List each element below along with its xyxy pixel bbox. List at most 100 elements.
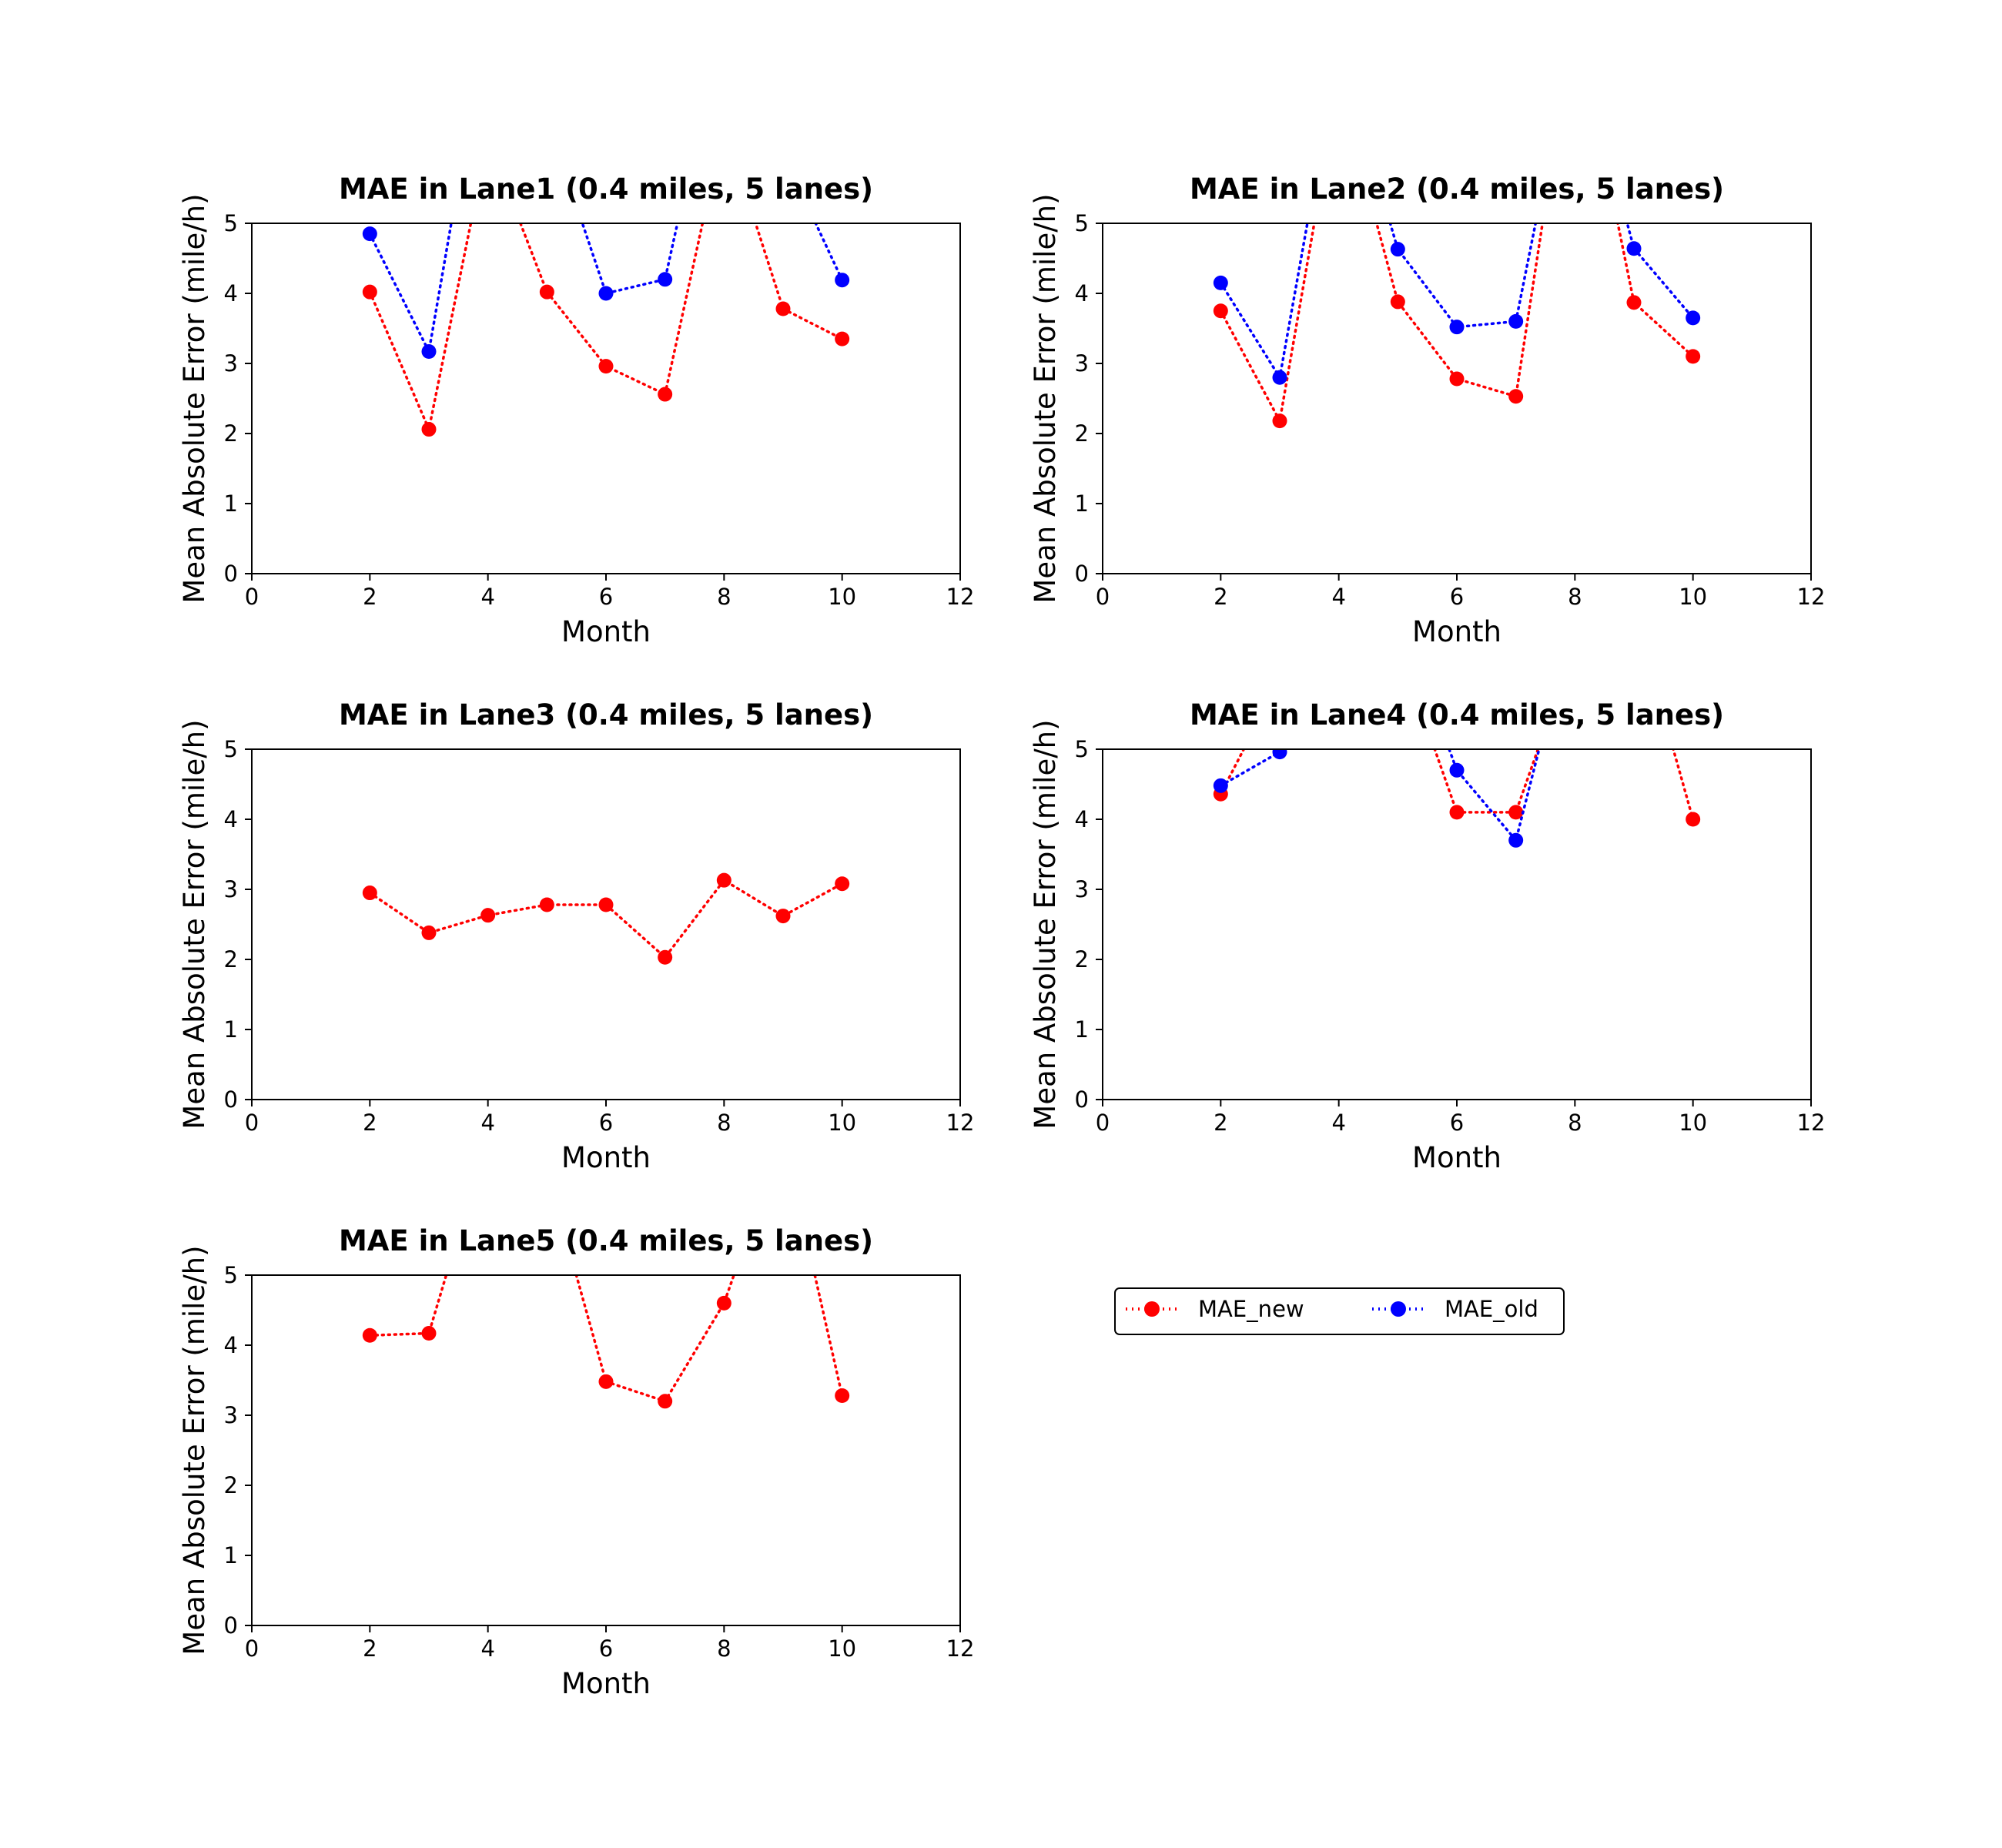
data-point-mae-old [1331, 41, 1346, 55]
x-tick-label: 0 [245, 1110, 259, 1136]
y-tick-label: 5 [1075, 736, 1089, 762]
x-tick-label: 4 [480, 1110, 494, 1136]
x-axis-label: Month [561, 615, 651, 648]
legend-label-mae-new: MAE_new [1198, 1296, 1304, 1322]
data-point-mae-old [1508, 313, 1524, 329]
plot-area [362, 1163, 850, 1409]
y-tick-label: 3 [1075, 876, 1089, 902]
legend-label-mae-old: MAE_old [1445, 1296, 1538, 1322]
data-point-mae-new [1627, 602, 1642, 617]
y-tick-label: 0 [224, 1086, 238, 1113]
x-tick-label: 12 [946, 1635, 975, 1662]
data-point-mae-new [421, 925, 437, 940]
y-tick-label: 4 [224, 806, 238, 832]
axes-frame [251, 223, 961, 574]
data-point-mae-old [598, 286, 614, 301]
y-tick-label: 4 [224, 280, 238, 306]
panel-lane4: MAE in Lane4 (0.4 miles, 5 lanes)0 2 4 6 8 10… [1029, 602, 1826, 1174]
y-tick-label: 1 [224, 490, 238, 517]
data-point-mae-new [1626, 295, 1642, 310]
series-line-mae-new [368, 878, 844, 959]
data-point-mae-new [1568, 6, 1582, 21]
data-point-mae-old [1449, 320, 1465, 335]
y-axis-label: Mean Absolute Error (mile/h) [1029, 719, 1062, 1129]
y-tick-label: 3 [224, 876, 238, 902]
x-axis-label: Month [561, 1141, 651, 1174]
y-tick-label: 3 [1075, 350, 1089, 377]
x-tick-label: 4 [480, 584, 494, 610]
panel-title: MAE in Lane4 (0.4 miles, 5 lanes) [1190, 698, 1724, 732]
y-tick-label: 2 [224, 946, 238, 973]
plot-area [1213, 602, 1701, 848]
panel-lane5: MAE in Lane5 (0.4 miles, 5 lanes)0 2 4 6 8 10… [178, 1163, 975, 1700]
x-tick-label: 2 [363, 1110, 377, 1136]
data-point-mae-old [1686, 310, 1701, 326]
data-point-mae-old [1272, 749, 1287, 760]
data-point-mae-old [1508, 832, 1524, 848]
data-point-mae-new [480, 908, 496, 923]
y-tick-label: 5 [224, 210, 238, 236]
data-point-mae-new [658, 949, 673, 965]
data-point-mae-new [1568, 637, 1582, 651]
data-point-mae-new [1391, 637, 1405, 651]
data-point-mae-new [1508, 805, 1524, 820]
y-tick-label: 2 [1075, 420, 1089, 447]
panel-title: MAE in Lane2 (0.4 miles, 5 lanes) [1190, 172, 1724, 206]
data-point-mae-old [1213, 275, 1228, 290]
x-tick-label: 12 [1797, 1110, 1826, 1136]
data-point-mae-new [775, 909, 791, 924]
x-axis-label: Month [1412, 615, 1502, 648]
x-tick-label: 0 [1096, 1110, 1110, 1136]
x-tick-label: 8 [717, 1110, 731, 1136]
data-point-mae-new [717, 118, 732, 132]
data-point-mae-new [835, 331, 850, 346]
x-tick-label: 2 [363, 1635, 377, 1662]
y-axis-label: Mean Absolute Error (mile/h) [178, 719, 211, 1129]
y-tick-label: 4 [1075, 280, 1089, 306]
legend-frame [1114, 1287, 1565, 1335]
data-point-mae-old [362, 226, 377, 242]
data-point-mae-old [717, 6, 732, 21]
data-point-mae-new [775, 301, 791, 316]
data-point-mae-new [421, 422, 437, 437]
data-point-mae-new [1273, 672, 1287, 687]
data-point-mae-old [540, 111, 554, 126]
x-axis-label: Month [1412, 1141, 1502, 1174]
x-tick-label: 10 [828, 1110, 856, 1136]
y-axis-label: Mean Absolute Error (mile/h) [178, 1245, 211, 1655]
y-tick-label: 2 [224, 420, 238, 447]
x-tick-label: 10 [828, 584, 856, 610]
data-point-mae-new [658, 387, 673, 402]
x-tick-label: 10 [1679, 584, 1707, 610]
series-line-mae-new [368, 223, 844, 434]
series-line-mae-new [1219, 223, 1695, 425]
x-axis-label: Month [561, 1667, 651, 1700]
x-tick-label: 8 [717, 584, 731, 610]
data-point-mae-old [1213, 778, 1228, 793]
data-point-mae-old [1449, 762, 1465, 778]
y-tick-label: 5 [224, 1262, 238, 1288]
series-line-mae-old [368, 223, 844, 357]
panel-lane3: MAE in Lane3 (0.4 miles, 5 lanes)0 2 4 6 8 10… [178, 698, 974, 1174]
data-point-mae-new [540, 1163, 554, 1177]
y-tick-label: 5 [1075, 210, 1089, 236]
x-tick-label: 12 [1797, 584, 1826, 610]
x-tick-label: 4 [1331, 1110, 1345, 1136]
panel-title: MAE in Lane5 (0.4 miles, 5 lanes) [339, 1224, 873, 1257]
data-point-mae-old [776, 146, 791, 161]
x-tick-label: 0 [245, 1635, 259, 1662]
x-tick-label: 10 [828, 1635, 856, 1662]
x-tick-label: 0 [245, 584, 259, 610]
x-tick-label: 4 [480, 1635, 494, 1662]
data-point-mae-new [1508, 389, 1524, 404]
data-point-mae-new [1213, 303, 1228, 319]
data-point-mae-new [598, 1374, 614, 1389]
x-tick-label: 2 [1214, 584, 1227, 610]
axes-frame [251, 1274, 961, 1626]
data-point-mae-new [362, 886, 377, 901]
data-point-mae-old [421, 344, 437, 360]
y-tick-label: 4 [224, 1332, 238, 1358]
panel-title: MAE in Lane3 (0.4 miles, 5 lanes) [339, 698, 873, 732]
data-point-mae-old [1272, 370, 1287, 385]
